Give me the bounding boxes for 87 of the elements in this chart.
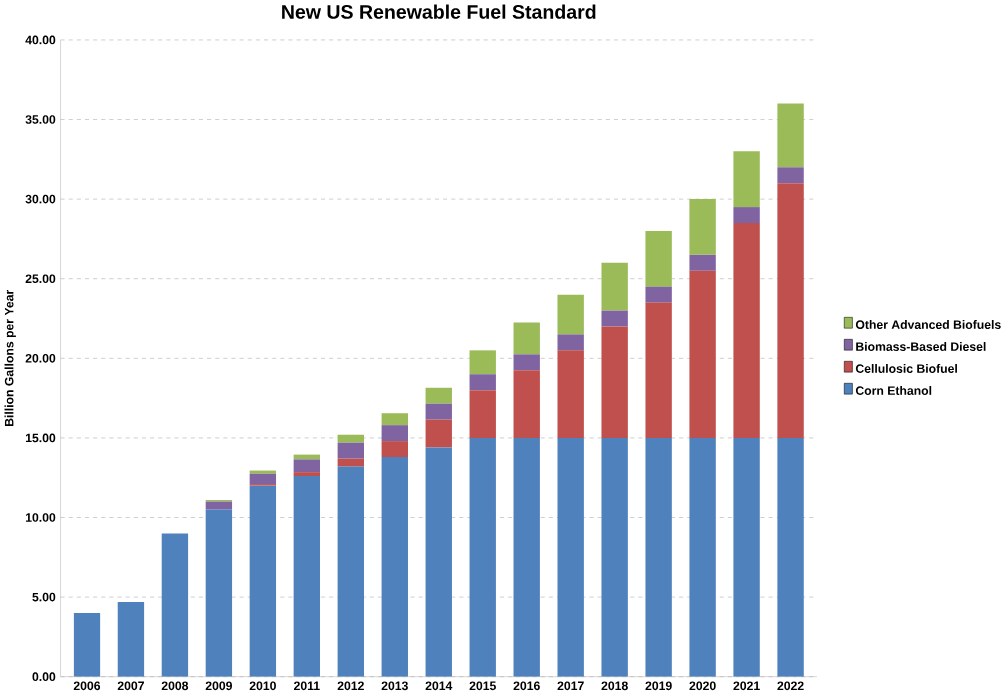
bar: [777, 438, 804, 677]
x-tick-label: 2015: [469, 681, 496, 691]
bar: [337, 434, 364, 443]
bar: [205, 509, 233, 677]
x-tick-label: 2016: [513, 681, 540, 691]
legend-label: Other Advanced Biofuels: [855, 320, 1001, 330]
bar: [557, 438, 584, 677]
bar: [689, 254, 716, 271]
bar: [469, 390, 496, 439]
legend-label: Corn Ethanol: [855, 386, 932, 396]
x-tick-label: 2014: [425, 681, 453, 691]
bar: [425, 387, 452, 404]
x-tick-label: 2022: [777, 681, 804, 691]
bar: [117, 602, 145, 677]
bar: [205, 501, 233, 510]
legend-label: Cellulosic Biofuel: [855, 364, 957, 374]
y-tick-label: 35.00: [25, 115, 56, 124]
bar: [645, 231, 672, 287]
bar: [733, 207, 760, 224]
bar: [733, 223, 760, 439]
bar: [557, 334, 584, 351]
bar: [469, 374, 496, 391]
x-tick-label: 2019: [645, 681, 672, 691]
bar: [645, 286, 672, 303]
bar: [601, 326, 628, 439]
x-tick-label: 2009: [205, 681, 232, 691]
bar: [425, 447, 452, 677]
bar: [469, 438, 496, 677]
x-tick-label: 2011: [294, 681, 320, 691]
bar: [161, 533, 189, 677]
bar: [601, 438, 628, 677]
x-tick-label: 2010: [249, 681, 276, 691]
y-tick-label: 20.00: [25, 354, 56, 363]
bar: [425, 419, 452, 448]
bar: [337, 458, 364, 467]
bar: [645, 438, 672, 677]
bar: [513, 322, 540, 355]
bar: [777, 167, 804, 184]
y-tick-label: 25.00: [25, 274, 56, 284]
bar: [689, 438, 716, 677]
bar: [601, 262, 628, 311]
bar: [337, 466, 364, 677]
bar: [689, 270, 716, 439]
legend-label: Biomass-Based Diesel: [856, 342, 986, 352]
bar: [337, 442, 364, 459]
bar: [777, 183, 804, 439]
y-tick-label: 40.00: [25, 35, 56, 45]
bar: [381, 441, 408, 458]
bar: [513, 370, 540, 439]
bar: [777, 103, 804, 168]
x-tick-label: 2006: [73, 681, 101, 691]
bar: [557, 294, 584, 335]
bar: [425, 403, 452, 420]
bar: [293, 476, 321, 677]
bar: [249, 473, 277, 485]
y-tick-label: 30.00: [25, 194, 56, 204]
bar: [601, 310, 628, 327]
bar: [557, 350, 584, 439]
x-tick-label: 2017: [557, 681, 584, 691]
bar: [513, 354, 540, 371]
y-tick-label: 15.00: [25, 433, 56, 443]
bar: [645, 302, 672, 439]
bar: [733, 438, 760, 677]
bar: [689, 199, 716, 255]
bar: [293, 459, 321, 473]
x-tick-label: 2021: [733, 681, 760, 691]
y-tick-label: 5.00: [32, 592, 56, 602]
bar: [513, 438, 540, 677]
bar: [293, 472, 321, 477]
x-tick-label: 2020: [689, 681, 716, 691]
x-tick-label: 2007: [117, 681, 144, 691]
chart-title: New US Renewable Fuel Standard: [282, 4, 596, 20]
y-tick-label: 10.00: [25, 513, 56, 522]
x-tick-label: 2013: [381, 681, 408, 691]
bar: [73, 613, 101, 677]
x-tick-label: 2012: [337, 681, 364, 691]
y-tick-label: 0.00: [32, 672, 56, 682]
x-tick-label: 2018: [601, 681, 628, 691]
y-axis-title: Billion Gallons per Year: [4, 290, 16, 427]
bar: [381, 457, 408, 677]
bar: [381, 413, 408, 426]
bar: [733, 151, 760, 208]
bar: [469, 350, 496, 375]
bar: [249, 470, 277, 474]
x-tick-label: 2008: [161, 681, 189, 691]
bar: [381, 425, 408, 442]
bar: [249, 485, 277, 677]
